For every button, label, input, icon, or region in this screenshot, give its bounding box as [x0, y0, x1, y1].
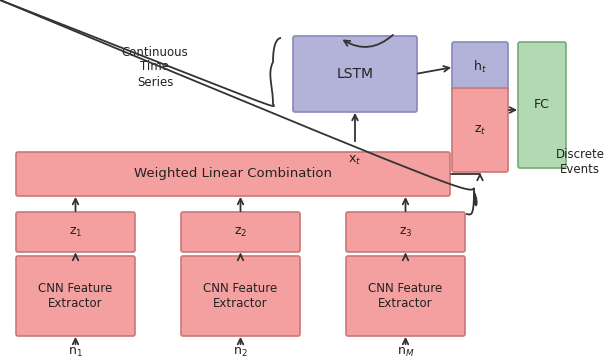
Text: z$_1$: z$_1$ — [69, 226, 82, 239]
Text: Continuous
Time
Series: Continuous Time Series — [122, 46, 188, 88]
Text: LSTM: LSTM — [336, 67, 373, 81]
FancyBboxPatch shape — [181, 212, 300, 252]
FancyBboxPatch shape — [452, 88, 508, 172]
Text: z$_2$: z$_2$ — [234, 226, 247, 239]
FancyBboxPatch shape — [181, 256, 300, 336]
FancyBboxPatch shape — [16, 152, 450, 196]
Text: n$_1$: n$_1$ — [68, 345, 83, 358]
Text: Weighted Linear Combination: Weighted Linear Combination — [134, 168, 332, 181]
FancyBboxPatch shape — [293, 36, 417, 112]
Text: Discrete
Events: Discrete Events — [556, 148, 605, 176]
Text: z$_3$: z$_3$ — [399, 226, 412, 239]
Text: n$_2$: n$_2$ — [233, 345, 248, 358]
Text: h$_t$: h$_t$ — [473, 59, 487, 75]
FancyBboxPatch shape — [16, 256, 135, 336]
FancyBboxPatch shape — [518, 42, 566, 168]
FancyBboxPatch shape — [16, 212, 135, 252]
Text: x$_t$: x$_t$ — [348, 153, 362, 167]
Text: z$_t$: z$_t$ — [474, 123, 486, 136]
Text: CNN Feature
Extractor: CNN Feature Extractor — [38, 282, 113, 310]
Text: FC: FC — [534, 98, 550, 111]
FancyBboxPatch shape — [346, 212, 465, 252]
Text: CNN Feature
Extractor: CNN Feature Extractor — [204, 282, 278, 310]
Text: n$_M$: n$_M$ — [397, 345, 414, 358]
FancyBboxPatch shape — [452, 42, 508, 92]
Text: CNN Feature
Extractor: CNN Feature Extractor — [368, 282, 442, 310]
FancyBboxPatch shape — [346, 256, 465, 336]
